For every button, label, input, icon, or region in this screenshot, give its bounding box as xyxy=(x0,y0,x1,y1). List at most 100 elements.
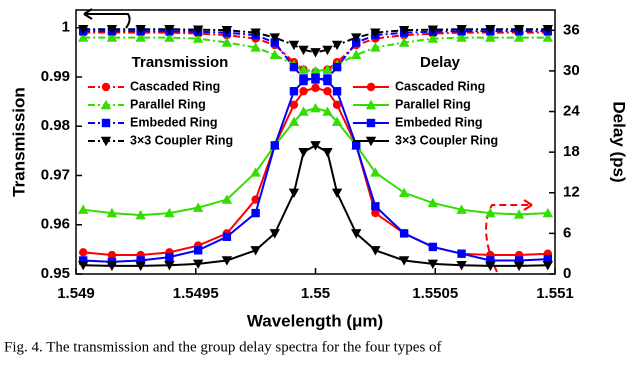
legend-label: Cascaded Ring xyxy=(130,79,220,93)
y-tick-label: 0.95 xyxy=(41,265,70,282)
legend-marker xyxy=(366,118,376,128)
marker xyxy=(77,261,89,271)
marker xyxy=(311,83,320,93)
marker xyxy=(456,32,467,42)
marker xyxy=(250,28,261,38)
legend-marker xyxy=(101,118,111,128)
marker xyxy=(135,32,146,42)
marker xyxy=(192,25,204,35)
marker xyxy=(542,32,554,42)
marker xyxy=(514,256,524,265)
marker xyxy=(164,32,175,42)
marker xyxy=(106,25,118,35)
marker xyxy=(288,40,300,51)
marker xyxy=(323,87,332,96)
marker xyxy=(298,45,309,56)
marker xyxy=(251,208,260,218)
marker xyxy=(322,64,333,74)
marker xyxy=(136,256,145,265)
marker xyxy=(351,49,362,60)
marker xyxy=(485,207,496,218)
marker xyxy=(322,106,333,116)
x-tick-label: 1.551 xyxy=(536,285,574,302)
series-line xyxy=(83,86,548,257)
legend-label: 3×3 Coupler Ring xyxy=(130,133,233,147)
marker xyxy=(371,208,380,218)
marker xyxy=(106,32,118,42)
marker xyxy=(331,116,343,126)
marker xyxy=(288,188,300,198)
legend-marker xyxy=(100,99,112,110)
marker xyxy=(351,33,362,43)
marker xyxy=(398,25,410,36)
marker xyxy=(331,188,343,198)
marker xyxy=(427,197,439,208)
marker xyxy=(332,100,342,109)
left-arrow-annotation xyxy=(83,8,131,29)
marker xyxy=(485,261,496,272)
marker xyxy=(332,62,342,72)
marker xyxy=(193,246,203,255)
marker xyxy=(221,256,233,266)
marker xyxy=(164,261,175,271)
marker xyxy=(427,25,439,35)
marker xyxy=(513,261,525,272)
marker xyxy=(165,252,174,262)
y-tick-label: 0.98 xyxy=(41,117,70,134)
marker xyxy=(485,25,496,35)
legend-label: 3×3 Coupler Ring xyxy=(395,133,498,147)
y2-tick-label: 24 xyxy=(563,103,580,120)
y2-tick-label: 30 xyxy=(563,62,580,79)
marker xyxy=(299,76,308,86)
marker xyxy=(310,102,321,113)
marker xyxy=(398,187,410,197)
marker xyxy=(427,33,439,43)
marker xyxy=(298,106,309,116)
marker xyxy=(221,37,233,47)
marker xyxy=(192,259,204,270)
marker xyxy=(322,45,333,56)
y-tick-label: 0.97 xyxy=(41,166,70,183)
marker xyxy=(135,209,146,220)
marker xyxy=(164,25,175,35)
marker xyxy=(456,261,467,271)
y-axis-label: Transmission xyxy=(9,87,28,197)
marker xyxy=(270,141,279,150)
y2-tick-label: 12 xyxy=(563,184,580,201)
marker xyxy=(222,232,232,241)
marker xyxy=(486,256,495,265)
marker xyxy=(135,261,146,272)
legend-label: Embeded Ring xyxy=(130,115,218,129)
y-tick-label: 0.99 xyxy=(41,68,70,85)
marker xyxy=(456,204,467,214)
marker xyxy=(513,209,525,219)
legend-label: Parallel Ring xyxy=(395,97,471,111)
marker xyxy=(289,62,299,72)
marker xyxy=(250,246,261,256)
marker xyxy=(398,37,410,47)
marker xyxy=(542,261,554,271)
marker xyxy=(371,202,380,211)
marker xyxy=(322,147,333,158)
legend-marker xyxy=(365,99,377,110)
legend-marker xyxy=(100,136,112,147)
marker xyxy=(370,167,381,177)
marker xyxy=(513,32,525,42)
marker xyxy=(311,73,320,82)
marker xyxy=(398,256,410,266)
marker xyxy=(427,259,439,270)
legend-marker xyxy=(101,82,111,92)
marker xyxy=(543,254,553,264)
marker xyxy=(399,229,409,238)
marker xyxy=(332,87,342,96)
marker xyxy=(352,141,361,150)
marker xyxy=(289,100,299,109)
marker xyxy=(106,261,118,272)
marker xyxy=(331,40,343,51)
marker xyxy=(288,116,300,126)
legend-marker xyxy=(365,136,377,147)
marker xyxy=(164,207,175,218)
marker xyxy=(542,25,554,35)
y2-tick-label: 36 xyxy=(563,21,580,38)
